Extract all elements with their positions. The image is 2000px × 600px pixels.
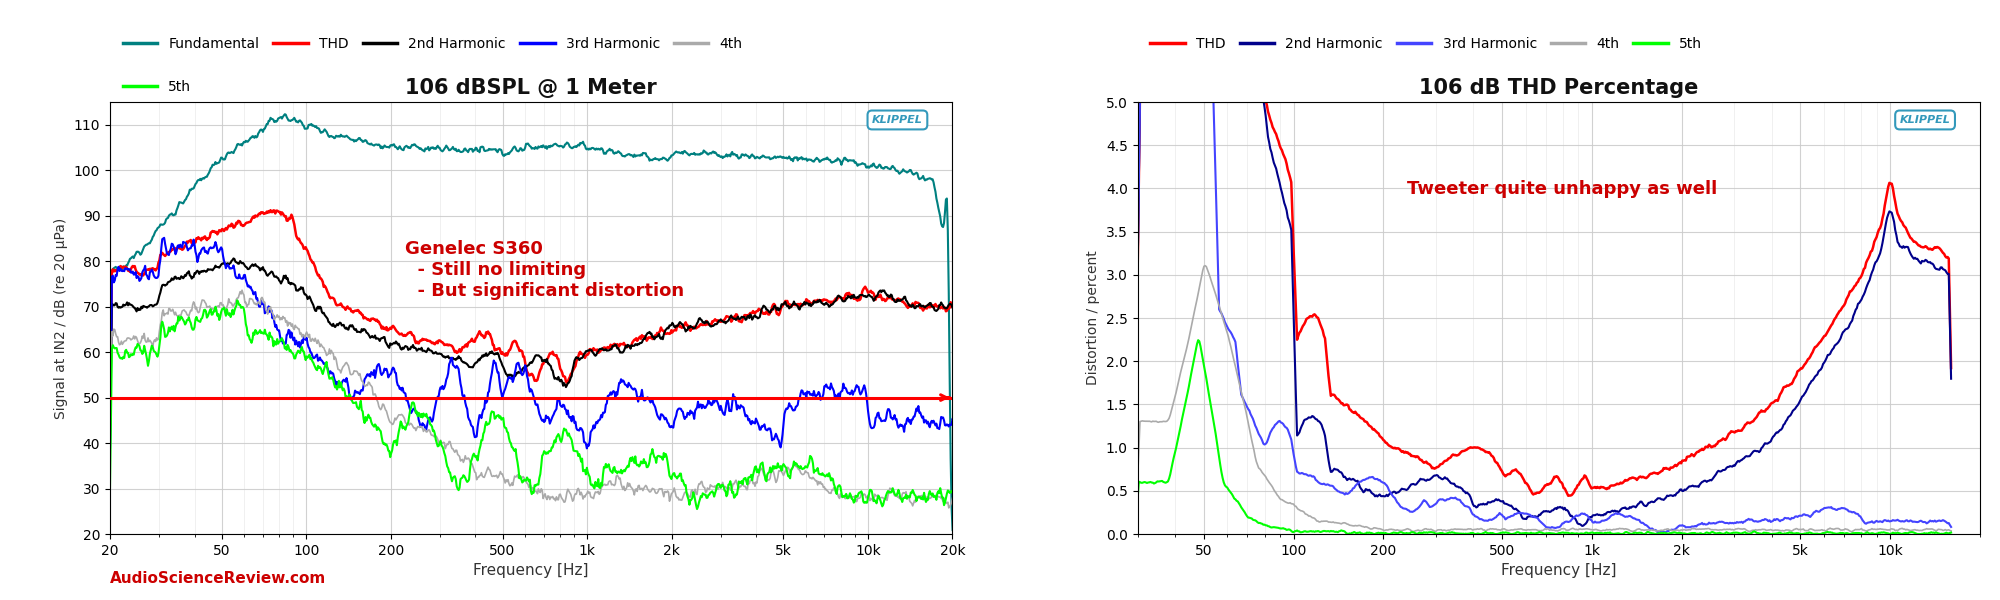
Text: Tweeter quite unhappy as well: Tweeter quite unhappy as well: [1408, 180, 1718, 198]
Y-axis label: Distortion / percent: Distortion / percent: [1086, 251, 1100, 385]
Text: AudioScienceReview.com: AudioScienceReview.com: [110, 571, 326, 586]
Text: Genelec S360
  - Still no limiting
  - But significant distortion: Genelec S360 - Still no limiting - But s…: [404, 240, 684, 300]
Legend: THD, 2nd Harmonic, 3rd Harmonic, 4th, 5th: THD, 2nd Harmonic, 3rd Harmonic, 4th, 5t…: [1144, 31, 1708, 56]
Text: KLIPPEL: KLIPPEL: [872, 115, 922, 125]
Title: 106 dBSPL @ 1 Meter: 106 dBSPL @ 1 Meter: [406, 77, 658, 98]
Y-axis label: Signal at IN2 / dB (re 20 μPa): Signal at IN2 / dB (re 20 μPa): [54, 217, 68, 419]
Legend: 5th: 5th: [116, 74, 196, 100]
Title: 106 dB THD Percentage: 106 dB THD Percentage: [1420, 77, 1698, 98]
X-axis label: Frequency [Hz]: Frequency [Hz]: [474, 563, 588, 578]
X-axis label: Frequency [Hz]: Frequency [Hz]: [1502, 563, 1616, 578]
Text: KLIPPEL: KLIPPEL: [1900, 115, 1950, 125]
